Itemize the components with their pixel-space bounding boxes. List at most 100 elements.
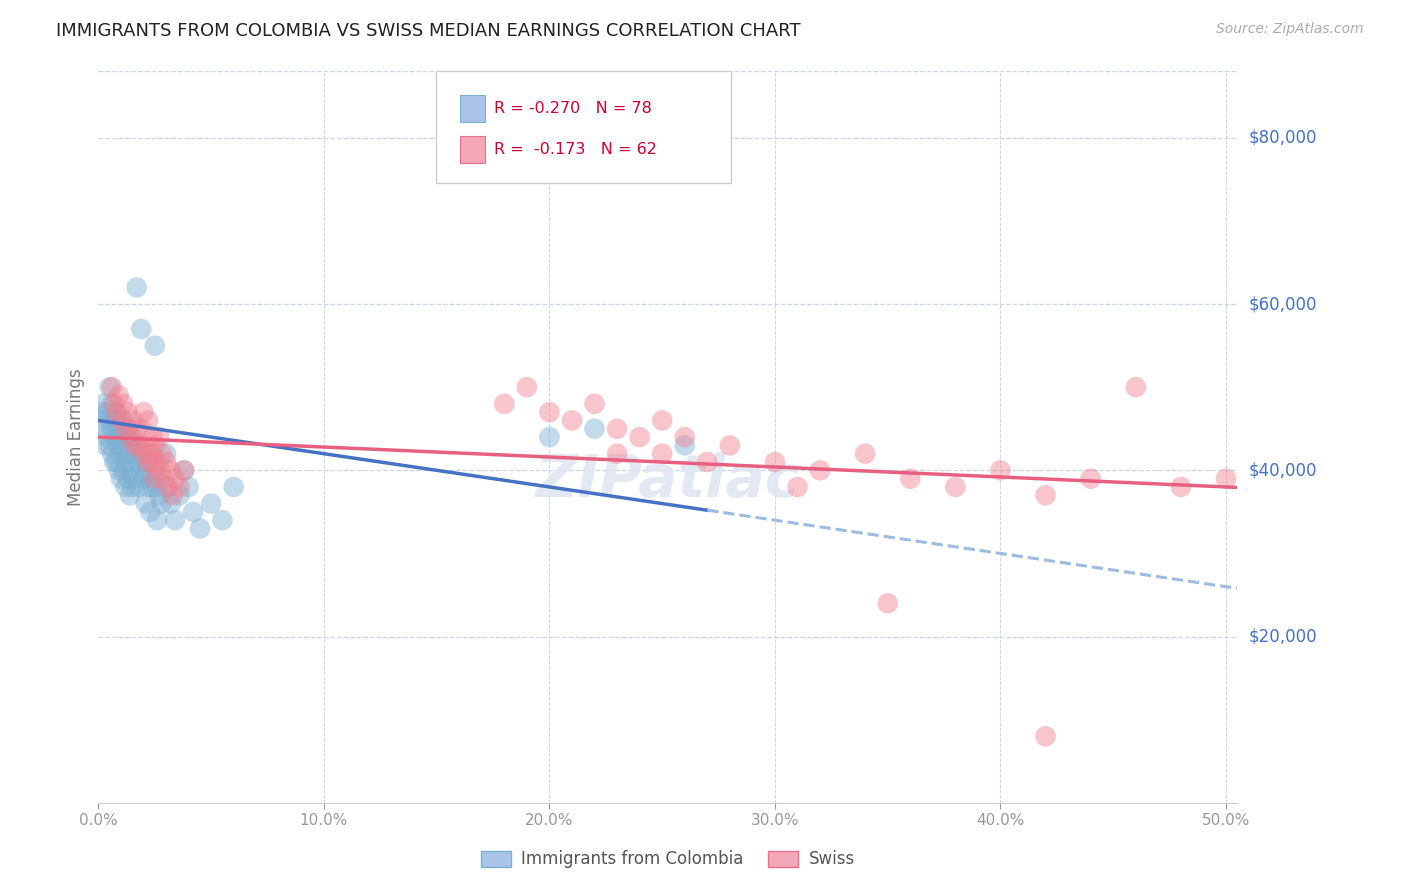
Point [98, 413, 121, 427]
Point [898, 472, 921, 486]
Point [107, 422, 129, 436]
Point [129, 463, 152, 477]
Point [155, 447, 177, 461]
Point [103, 397, 125, 411]
Point [143, 463, 166, 477]
Point [94, 438, 117, 452]
Point [96, 430, 118, 444]
Point [91, 397, 114, 411]
Text: $20,000: $20,000 [1249, 628, 1317, 646]
Point [1035, 729, 1057, 743]
Point [121, 455, 143, 469]
Text: $60,000: $60,000 [1249, 295, 1317, 313]
Text: R = -0.270   N = 78: R = -0.270 N = 78 [494, 101, 651, 116]
Text: $40,000: $40,000 [1249, 461, 1317, 479]
Point [129, 422, 152, 436]
Y-axis label: Median Earnings: Median Earnings [66, 368, 84, 506]
Legend: Immigrants from Colombia, Swiss: Immigrants from Colombia, Swiss [474, 844, 862, 875]
Point [118, 488, 141, 502]
Point [150, 447, 173, 461]
Point [143, 438, 166, 452]
Point [132, 405, 155, 419]
Point [107, 463, 129, 477]
Point [136, 413, 159, 427]
Point [157, 480, 180, 494]
Point [1170, 480, 1192, 494]
Point [117, 447, 139, 461]
Point [125, 422, 148, 436]
Point [124, 438, 146, 452]
Text: IMMIGRANTS FROM COLOMBIA VS SWISS MEDIAN EARNINGS CORRELATION CHART: IMMIGRANTS FROM COLOMBIA VS SWISS MEDIAN… [56, 22, 801, 40]
Point [561, 413, 583, 427]
Text: Source: ZipAtlas.com: Source: ZipAtlas.com [1216, 22, 1364, 37]
Text: R =  -0.173   N = 62: R = -0.173 N = 62 [494, 142, 657, 157]
Point [146, 513, 169, 527]
Point [96, 405, 118, 419]
Point [606, 422, 628, 436]
Point [135, 463, 157, 477]
Point [103, 413, 125, 427]
Point [103, 455, 125, 469]
Point [114, 455, 136, 469]
Point [146, 480, 169, 494]
Point [853, 447, 876, 461]
Point [136, 480, 159, 494]
Point [121, 480, 143, 494]
Point [583, 397, 606, 411]
Point [139, 447, 162, 461]
Point [118, 438, 141, 452]
Point [159, 497, 181, 511]
Point [159, 463, 181, 477]
Point [876, 596, 898, 610]
Text: $80,000: $80,000 [1249, 128, 1317, 147]
Point [786, 480, 808, 494]
Point [673, 438, 696, 452]
Point [117, 422, 139, 436]
Point [471, 139, 494, 153]
Point [98, 438, 121, 452]
Point [143, 338, 166, 352]
Point [110, 430, 132, 444]
Point [141, 447, 163, 461]
Point [177, 480, 200, 494]
Point [107, 388, 129, 402]
Point [121, 430, 143, 444]
Point [148, 430, 170, 444]
Point [112, 397, 135, 411]
Point [105, 405, 128, 419]
Point [125, 438, 148, 452]
Point [103, 430, 125, 444]
Point [651, 413, 673, 427]
Point [945, 480, 967, 494]
Point [114, 430, 136, 444]
Point [222, 480, 245, 494]
Point [148, 488, 170, 502]
Point [135, 497, 157, 511]
Point [1080, 472, 1102, 486]
Point [132, 447, 155, 461]
Point [150, 497, 173, 511]
Point [148, 463, 170, 477]
Point [101, 397, 124, 411]
Point [105, 455, 128, 469]
Point [91, 413, 114, 427]
Point [107, 438, 129, 452]
Point [606, 447, 628, 461]
Point [1035, 488, 1057, 502]
Point [143, 472, 166, 486]
Point [136, 455, 159, 469]
Point [128, 455, 150, 469]
Point [101, 447, 124, 461]
Point [117, 405, 139, 419]
Point [112, 438, 135, 452]
Point [516, 380, 538, 394]
Point [125, 280, 148, 294]
Point [117, 472, 139, 486]
Point [101, 422, 124, 436]
Text: ZIPatlас: ZIPatlас [536, 452, 800, 509]
Point [105, 405, 128, 419]
Point [146, 455, 169, 469]
Point [155, 480, 177, 494]
Point [128, 438, 150, 452]
Point [169, 488, 191, 502]
